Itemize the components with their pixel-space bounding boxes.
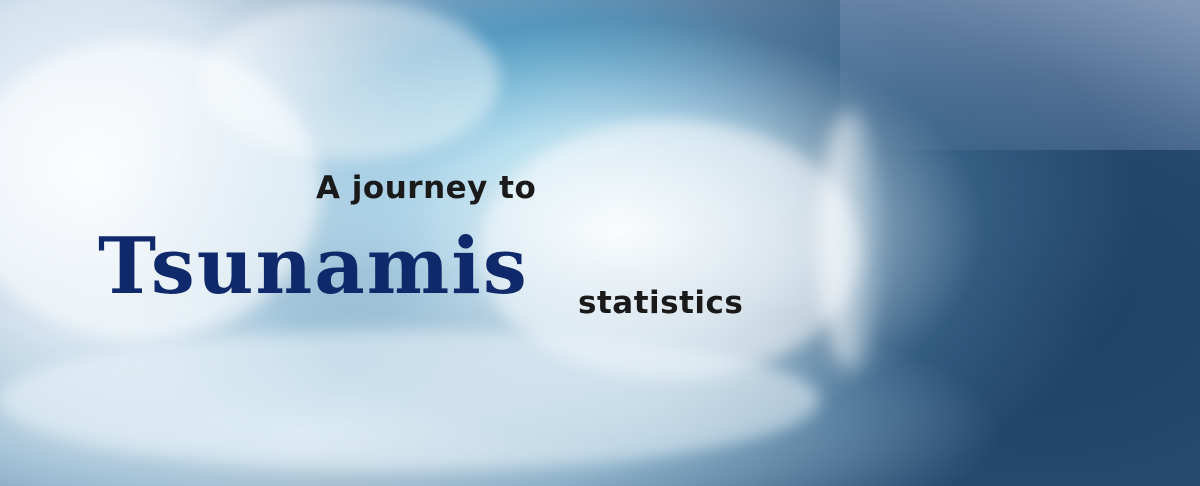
wave-foam — [200, 0, 500, 160]
subtitle-top: A journey to — [316, 170, 537, 206]
subtitle-side: statistics — [578, 285, 744, 321]
wave-foam — [0, 40, 320, 340]
wave-crest — [820, 110, 880, 370]
sky-background — [840, 0, 1200, 150]
page-title: Tsunamis — [98, 221, 529, 312]
wave-foam — [0, 330, 820, 470]
